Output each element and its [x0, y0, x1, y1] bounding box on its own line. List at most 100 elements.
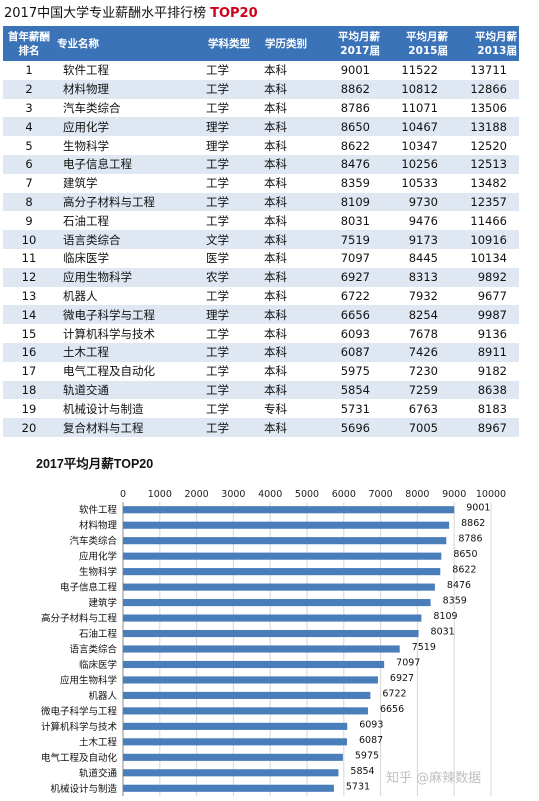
salary-2013-cell: 12520	[450, 136, 519, 155]
table-row: 12 应用生物科学 农学 本科 6927 8313 9892	[3, 267, 519, 287]
salary-ranking-table: 首年薪酬排名 专业名称 学科类型 学历类别 平均月薪 2017届 平均月薪 20…	[3, 26, 519, 437]
table-row: 14 微电子科学与工程 理学 本科 6656 8254 9987	[3, 305, 519, 325]
category-label: 高分子材料与工程	[41, 613, 118, 625]
rank-cell: 19	[3, 399, 55, 419]
salary-2017-cell: 8359	[314, 173, 382, 193]
category-cell: 工学	[200, 380, 258, 400]
bar-value-label: 6093	[359, 719, 383, 730]
salary-2013-cell: 12866	[450, 79, 519, 99]
category-cell: 工学	[200, 61, 258, 80]
rank-cell: 9	[3, 211, 55, 231]
category-cell: 工学	[200, 154, 258, 174]
watermark-text: 知乎 @麻辣数据	[386, 770, 481, 786]
salary-2015-cell: 11071	[382, 98, 450, 118]
major-cell: 语言类综合	[55, 230, 200, 249]
header-salary-2015: 平均月薪 2015届	[382, 26, 450, 61]
x-tick-label: 10000	[476, 489, 506, 500]
salary-2015-cell: 7932	[382, 286, 450, 306]
table-row: 20 复合材料与工程 工学 本科 5696 7005 8967	[3, 418, 519, 437]
salary-2013-cell: 9677	[450, 286, 519, 306]
salary-2017-cell: 8476	[314, 154, 382, 174]
table-row: 15 计算机科学与技术 工学 本科 6093 7678 9136	[3, 324, 519, 343]
category-label: 建筑学	[88, 597, 117, 609]
salary-2017-cell: 6722	[314, 286, 382, 306]
category-label: 材料物理	[79, 520, 118, 532]
salary-2013-cell: 8183	[450, 399, 519, 419]
header-category: 学科类型	[200, 26, 258, 61]
salary-2013-cell: 13711	[450, 61, 519, 80]
header-level: 学历类别	[258, 26, 314, 61]
salary-2017-cell: 6656	[314, 305, 382, 325]
table-row: 19 机械设计与制造 工学 专科 5731 6763 8183	[3, 399, 519, 419]
level-cell: 本科	[258, 418, 314, 437]
rank-cell: 12	[3, 267, 55, 287]
major-cell: 电气工程及自动化	[55, 361, 200, 381]
salary-2013-cell: 10134	[450, 248, 519, 268]
salary-bar-chart: 2017平均月薪TOP20 0 1000 2000 3000 4000 5000 6000 7…	[36, 456, 506, 796]
header-rank: 首年薪酬排名	[3, 26, 55, 61]
major-cell: 软件工程	[55, 61, 200, 80]
salary-2015-cell: 7230	[382, 361, 450, 381]
salary-2015-cell: 7678	[382, 324, 450, 343]
table-row: 17 电气工程及自动化 工学 本科 5975 7230 9182	[3, 361, 519, 381]
bar	[123, 753, 343, 761]
level-cell: 本科	[258, 380, 314, 400]
salary-2017-cell: 8786	[314, 98, 382, 118]
level-cell: 本科	[258, 248, 314, 268]
salary-2015-cell: 10533	[382, 173, 450, 193]
salary-2017-cell: 6087	[314, 342, 382, 362]
salary-2017-cell: 7519	[314, 230, 382, 249]
rank-cell: 7	[3, 173, 55, 193]
bar	[123, 614, 422, 622]
level-cell: 本科	[258, 117, 314, 137]
x-tick-label: 3000	[221, 489, 245, 500]
bar-value-label: 8109	[433, 611, 457, 622]
bar	[123, 769, 339, 777]
bar	[123, 537, 447, 545]
salary-2017-cell: 8622	[314, 136, 382, 155]
salary-2013-cell: 12357	[450, 192, 519, 212]
category-cell: 工学	[200, 79, 258, 99]
category-cell: 工学	[200, 286, 258, 306]
category-cell: 农学	[200, 267, 258, 287]
x-tick-label: 0	[120, 489, 126, 500]
category-cell: 工学	[200, 418, 258, 437]
bar	[123, 599, 431, 607]
bar-value-label: 9001	[466, 503, 490, 514]
bar	[123, 691, 371, 699]
category-label: 机械设计与制造	[50, 783, 117, 795]
bar	[123, 645, 400, 653]
rank-cell: 20	[3, 418, 55, 437]
salary-2017-cell: 9001	[314, 61, 382, 80]
level-cell: 本科	[258, 79, 314, 99]
salary-2017-cell: 5975	[314, 361, 382, 381]
rank-cell: 3	[3, 98, 55, 118]
salary-2015-cell: 8445	[382, 248, 450, 268]
salary-2013-cell: 9136	[450, 324, 519, 343]
major-cell: 应用生物科学	[55, 267, 200, 287]
table-row: 16 土木工程 工学 本科 6087 7426 8911	[3, 342, 519, 362]
table-row: 2 材料物理 工学 本科 8862 10812 12866	[3, 79, 519, 99]
category-cell: 文学	[200, 230, 258, 249]
bar	[123, 660, 385, 669]
level-cell: 本科	[258, 173, 314, 193]
salary-2015-cell: 6763	[382, 399, 450, 419]
bar-value-label: 5854	[350, 766, 374, 777]
category-label: 土木工程	[79, 736, 118, 748]
bar-value-label: 8622	[452, 565, 476, 576]
salary-2017-cell: 8862	[314, 79, 382, 99]
rank-cell: 4	[3, 117, 55, 137]
rank-cell: 16	[3, 342, 55, 362]
category-cell: 理学	[200, 305, 258, 325]
salary-2013-cell: 8638	[450, 380, 519, 400]
category-label: 应用化学	[79, 551, 117, 563]
salary-2015-cell: 10467	[382, 117, 450, 137]
salary-2013-cell: 8967	[450, 418, 519, 437]
table-row: 7 建筑学 工学 本科 8359 10533 13482	[3, 173, 519, 193]
bar	[123, 784, 334, 792]
salary-2013-cell: 13506	[450, 98, 519, 118]
category-cell: 工学	[200, 211, 258, 231]
rank-cell: 17	[3, 361, 55, 381]
level-cell: 本科	[258, 230, 314, 249]
category-cell: 理学	[200, 136, 258, 155]
